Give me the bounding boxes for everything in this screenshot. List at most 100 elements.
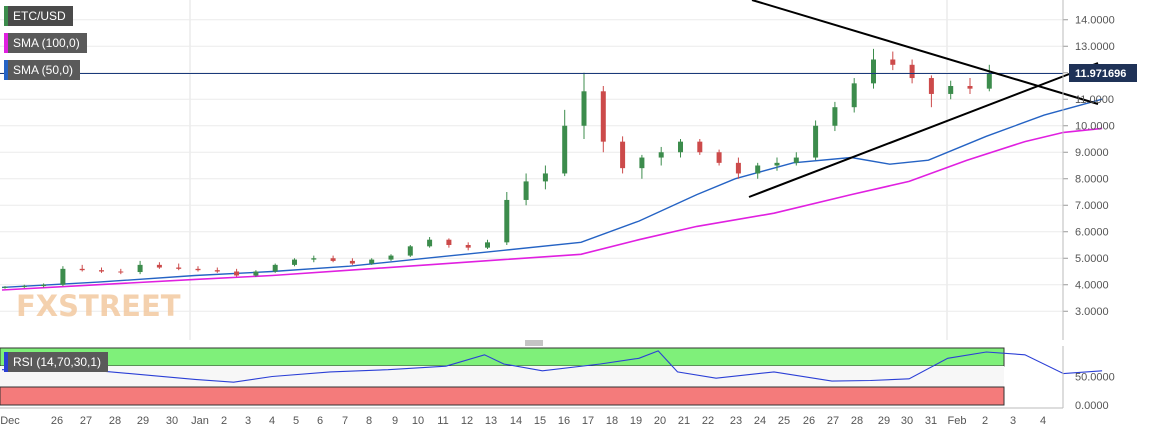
time-tick-label: 9	[392, 415, 398, 427]
rsi-axis: 50.0000 0.0000	[1062, 346, 1115, 412]
candle	[639, 154, 645, 179]
candle	[909, 59, 915, 84]
current-price-label-box	[1069, 64, 1137, 82]
time-tick-label: 26	[803, 415, 815, 427]
candle-body	[99, 270, 104, 272]
sma50-swatch	[4, 60, 8, 80]
time-tick-label: Jan	[191, 415, 209, 427]
legend-sma100[interactable]: SMA (100,0)	[4, 33, 87, 53]
candle-body	[176, 267, 182, 269]
candle	[195, 266, 201, 272]
candle-body	[465, 244, 471, 248]
legend-symbol[interactable]: ETC/USD	[4, 6, 73, 26]
horizontal-grid	[0, 19, 1063, 312]
candle-body	[832, 107, 838, 126]
series-path	[1, 127, 1103, 291]
time-tick-label: 19	[630, 415, 642, 427]
candle-body	[909, 64, 915, 79]
legend-rsi[interactable]: RSI (14,70,30,1)	[4, 352, 109, 372]
sma50-line	[1, 98, 1103, 289]
legend-sma50[interactable]: SMA (50,0)	[4, 60, 81, 80]
rsi-neutral-zone	[0, 366, 1004, 387]
time-tick-label: 4	[1040, 415, 1046, 427]
candle	[755, 162, 761, 179]
time-tick-label: 21	[678, 415, 690, 427]
time-tick-label: 13	[485, 415, 497, 427]
candle-body	[716, 152, 722, 163]
candle	[2, 286, 8, 289]
candle-body	[21, 286, 27, 288]
time-tick-label: 14	[510, 415, 522, 427]
candle-body	[620, 141, 626, 169]
series-path	[1, 98, 1103, 289]
time-tick-label: 26	[51, 415, 63, 427]
price-axis: 14.000013.000012.000011.000010.00009.000…	[1062, 0, 1115, 340]
time-tick-label: 31	[925, 415, 937, 427]
price-tick-label: 7.0000	[1075, 200, 1109, 212]
candle	[60, 266, 66, 287]
candle-body	[523, 181, 529, 200]
time-tick-label: 23	[730, 415, 742, 427]
candle-body	[658, 152, 664, 158]
candle	[99, 267, 104, 273]
candle	[735, 157, 741, 179]
candle	[253, 270, 259, 277]
time-tick-label: 12	[461, 415, 473, 427]
candle-body	[79, 268, 85, 271]
time-tick-label: 11	[437, 415, 448, 427]
upper-trendline[interactable]	[751, 0, 1099, 105]
candle-body	[735, 162, 741, 174]
candle	[330, 255, 336, 263]
time-tick-label: 15	[534, 415, 546, 427]
candle	[832, 101, 838, 132]
candle-body	[388, 255, 394, 260]
candle	[890, 51, 896, 71]
candle-body	[600, 91, 606, 142]
candle	[214, 267, 220, 273]
rsi-pane	[0, 347, 1103, 406]
candle	[118, 268, 124, 275]
lower-trendline[interactable]	[748, 62, 1099, 198]
candle	[658, 146, 664, 166]
candle	[562, 109, 568, 177]
candle-body	[446, 239, 452, 245]
candle	[986, 64, 992, 92]
candle	[504, 191, 510, 245]
pane-divider[interactable]	[525, 340, 543, 346]
time-tick-label: 10	[412, 415, 424, 427]
time-tick-label: 7	[342, 415, 348, 427]
candle-body	[928, 78, 934, 94]
time-tick-label: 27	[827, 415, 839, 427]
main-pane-background	[0, 0, 1063, 340]
candle-body	[871, 59, 876, 84]
candle-body	[118, 271, 124, 273]
candle-body	[793, 157, 799, 163]
candle	[427, 237, 433, 248]
price-tick-label: 8.0000	[1075, 174, 1109, 186]
candle	[697, 138, 703, 155]
time-tick-label: 20	[654, 415, 666, 427]
time-tick-label: 27	[80, 415, 92, 427]
price-tick-label: 5.0000	[1075, 253, 1109, 265]
legend-sma50-label: SMA (50,0)	[13, 63, 74, 77]
time-tick-label: 5	[293, 415, 299, 427]
time-tick-label: 3	[1010, 415, 1016, 427]
candle	[620, 136, 626, 174]
candle	[774, 157, 780, 171]
candle	[716, 149, 722, 166]
rsi-tick-label: 0.0000	[1075, 400, 1109, 412]
sma100-swatch	[4, 33, 8, 53]
time-tick-label: 6	[317, 415, 323, 427]
candle-body	[697, 141, 703, 153]
candle-body	[349, 260, 355, 264]
candle-body	[311, 258, 317, 260]
candle-body	[890, 59, 896, 65]
time-tick-label: 24	[754, 415, 766, 427]
candle	[465, 242, 471, 251]
price-tick-label: 11.0000	[1075, 94, 1114, 106]
candle-body	[41, 284, 47, 287]
rsi-line	[1, 350, 1103, 383]
time-tick-label: 3	[245, 415, 251, 427]
sma100-line	[1, 127, 1103, 291]
